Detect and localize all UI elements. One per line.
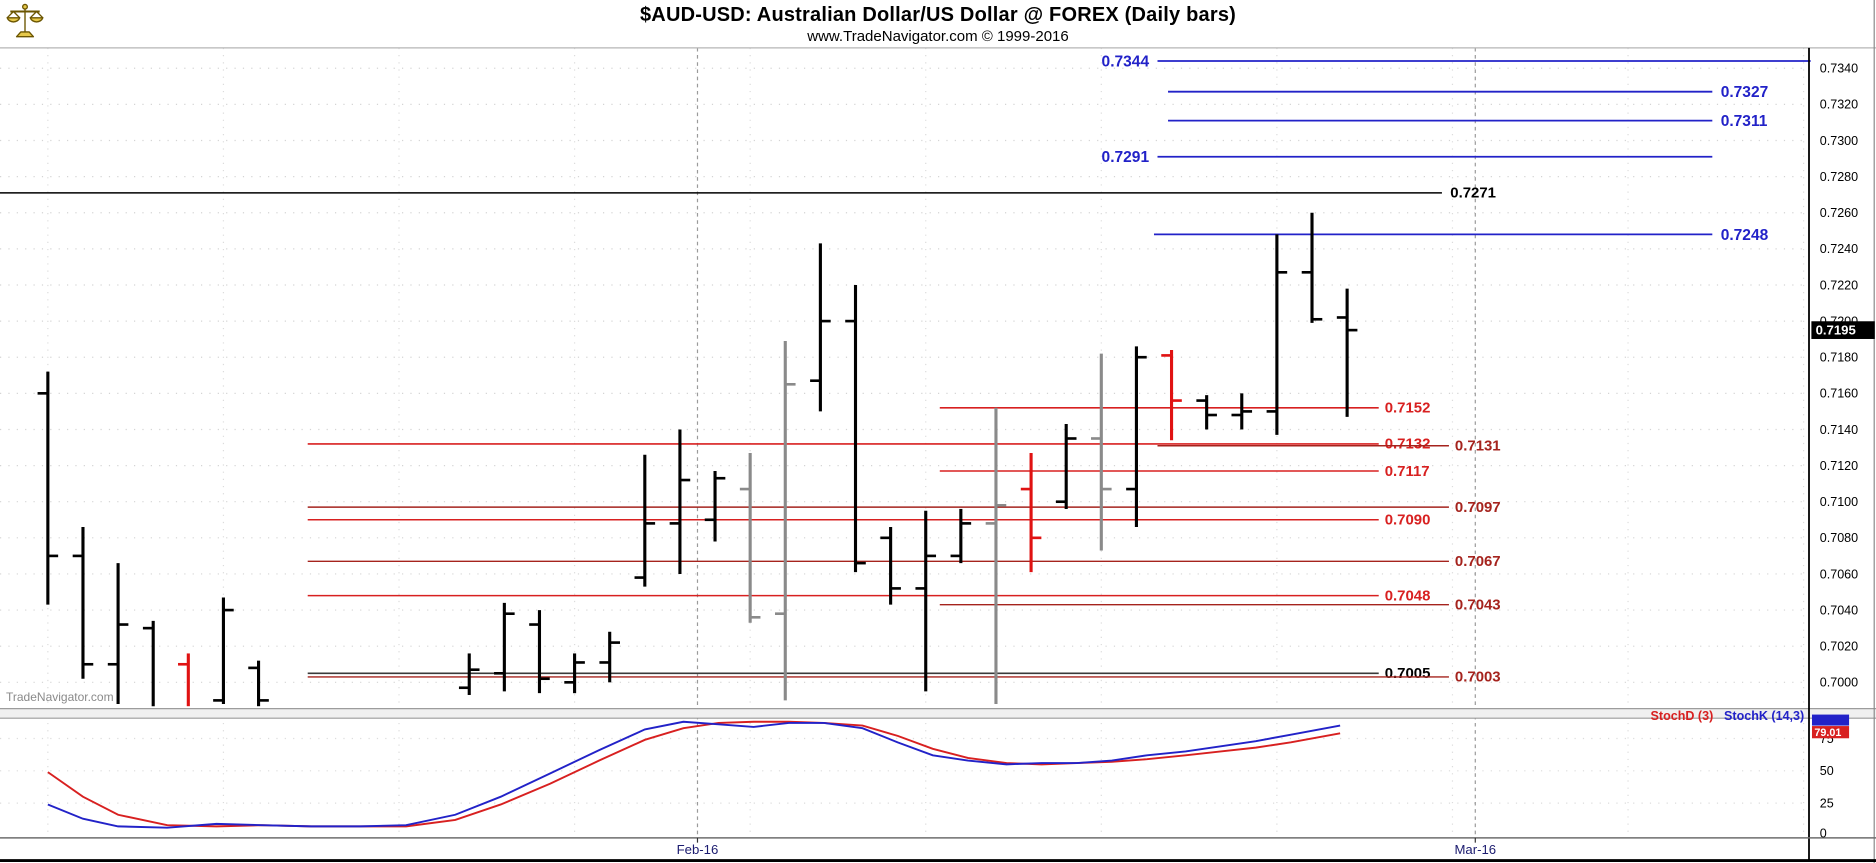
price-tick-label: 0.7320 — [1820, 98, 1858, 112]
support-label: 0.7132 — [1385, 436, 1431, 453]
stoch-axis-label: 25 — [1820, 796, 1834, 810]
support-label: 0.7048 — [1385, 587, 1431, 604]
support-label-maroon: 0.7003 — [1455, 669, 1501, 686]
resistance-label: 0.7344 — [1102, 53, 1150, 70]
watermark: TradeNavigator.com — [6, 690, 114, 704]
support-label: 0.7117 — [1385, 463, 1430, 480]
support-label-maroon: 0.7131 — [1455, 438, 1501, 455]
support-label-maroon: 0.7097 — [1455, 499, 1501, 516]
price-tick-label: 0.7080 — [1820, 531, 1858, 545]
price-tick-label: 0.7020 — [1820, 640, 1858, 654]
resistance-label: 0.7248 — [1721, 227, 1769, 244]
stoch-k-line — [47, 720, 1341, 829]
price-tick-label: 0.7160 — [1820, 387, 1858, 401]
date-label: Feb-16 — [677, 842, 719, 857]
stoch-badge-d-label: 79.01 — [1814, 727, 1841, 739]
date-label: Mar-16 — [1454, 842, 1496, 857]
panel-divider — [0, 708, 1876, 719]
price-tick-label: 0.7220 — [1820, 278, 1858, 292]
price-tick-label: 0.7100 — [1820, 495, 1858, 509]
resistance-label: 0.7311 — [1721, 113, 1768, 130]
price-tick-label: 0.7000 — [1820, 676, 1858, 690]
pivot-label: 0.7271 — [1450, 185, 1496, 202]
price-tick-label: 0.7180 — [1820, 351, 1858, 365]
stoch-axis-label: 50 — [1820, 764, 1834, 778]
price-tick-label: 0.7060 — [1820, 567, 1858, 581]
stoch-legend-k: StochK (14,3) — [1724, 709, 1804, 723]
price-tick-label: 0.7040 — [1820, 603, 1858, 617]
price-tick-label: 0.7120 — [1820, 459, 1858, 473]
stoch-badge-d — [1811, 726, 1850, 739]
price-tick-label: 0.7140 — [1820, 423, 1858, 437]
last-price-badge — [1811, 321, 1875, 339]
price-tick-label: 0.7260 — [1820, 206, 1858, 220]
support-label-maroon: 0.7067 — [1455, 553, 1501, 570]
price-tick-label: 0.7300 — [1820, 134, 1858, 148]
stoch-badge-k — [1811, 714, 1850, 726]
stoch-legend-d: StochD (3) — [1651, 709, 1714, 723]
scales-logo-icon — [6, 3, 44, 38]
support-label: 0.7090 — [1385, 512, 1431, 529]
support-label: 0.7152 — [1385, 400, 1431, 417]
price-tick-label: 0.7240 — [1820, 242, 1858, 256]
stoch-d-line — [47, 720, 1341, 828]
last-price-badge-label: 0.7195 — [1816, 323, 1856, 338]
price-tick-label: 0.7280 — [1820, 170, 1858, 184]
stoch-axis-label: 0 — [1820, 826, 1827, 840]
price-tick-label: 0.7340 — [1820, 62, 1858, 76]
support-label-maroon: 0.7043 — [1455, 596, 1501, 613]
resistance-label: 0.7327 — [1721, 84, 1769, 101]
resistance-label: 0.7291 — [1102, 149, 1150, 166]
support-label: 0.7005 — [1385, 665, 1431, 682]
